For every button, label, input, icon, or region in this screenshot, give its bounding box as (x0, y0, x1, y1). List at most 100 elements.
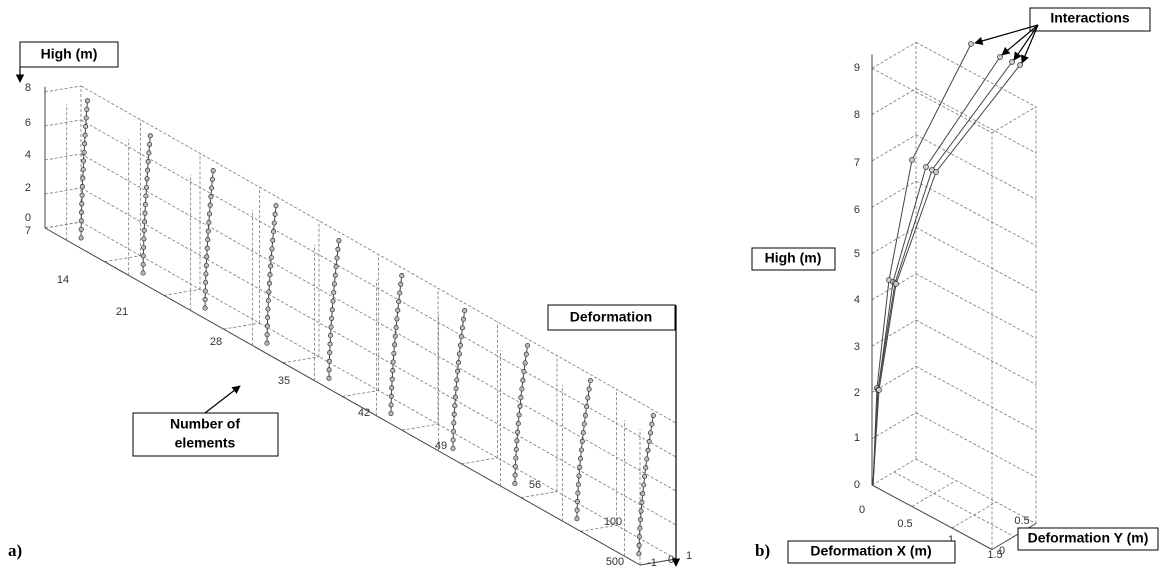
node-marker (142, 202, 148, 208)
axis-label: High (m) (41, 46, 98, 62)
z-tick-label: 9 (854, 62, 860, 74)
grid-line (991, 106, 1037, 134)
node-marker (202, 305, 208, 311)
y-tick-label: 0 (668, 554, 674, 566)
axis-line (44, 227, 641, 566)
node-marker (577, 456, 584, 462)
node-marker (575, 481, 581, 488)
node-marker (396, 299, 402, 305)
node-marker (582, 412, 588, 418)
y-tick-label: -1 (647, 557, 657, 569)
node-marker (203, 271, 209, 277)
node-marker (271, 220, 277, 226)
node-marker (202, 297, 208, 303)
z-tick-label: 8 (25, 82, 31, 94)
grid-line (893, 471, 1015, 537)
axis-label: elements (175, 435, 236, 451)
node-marker (1017, 62, 1023, 68)
grid-line (871, 412, 917, 440)
node-marker (636, 542, 642, 548)
node-marker (205, 237, 211, 243)
node-marker (454, 377, 460, 383)
node-marker (639, 499, 645, 505)
x-tick-label: 49 (435, 440, 447, 452)
node-marker (391, 350, 397, 356)
node-marker (516, 412, 522, 418)
x-tick-label: 21 (116, 306, 128, 318)
x-tick-label: 56 (529, 479, 541, 491)
x-tick-label: 35 (278, 375, 290, 387)
node-marker (394, 316, 400, 322)
node-marker (587, 377, 593, 384)
node-marker (268, 254, 274, 261)
node-marker (460, 316, 467, 322)
node-marker (519, 386, 525, 392)
node-marker (640, 491, 646, 497)
node-marker (575, 490, 581, 496)
node-marker (331, 289, 337, 296)
node-marker (637, 525, 643, 531)
node-marker (647, 430, 654, 436)
node-marker (140, 270, 146, 276)
grid-line (44, 85, 82, 93)
label-box (547, 304, 676, 331)
node-marker (457, 342, 463, 348)
node-marker (273, 203, 279, 209)
grid-line (915, 41, 1037, 108)
z-tick-label: 6 (854, 204, 860, 216)
x-tick-label: 1.5 (987, 549, 1002, 561)
node-marker (207, 202, 213, 208)
interaction-curve (872, 61, 1013, 486)
node-marker (336, 238, 342, 244)
node-marker (81, 149, 87, 155)
arrow (1001, 24, 1039, 56)
node-marker (650, 412, 656, 418)
node-marker (1009, 59, 1015, 65)
node-marker (637, 517, 644, 523)
node-marker (578, 447, 584, 453)
node-marker (390, 359, 396, 365)
x-tick-label: 100 (604, 516, 622, 528)
node-marker (79, 184, 85, 190)
node-marker (210, 168, 216, 174)
node-marker (78, 235, 84, 241)
node-marker (270, 229, 277, 235)
node-marker (397, 290, 403, 296)
node-marker (203, 262, 209, 268)
node-marker (393, 325, 399, 331)
grid-line (520, 491, 558, 498)
node-marker (876, 387, 882, 393)
z-tick-label: 3 (854, 341, 860, 353)
node-marker (512, 481, 518, 487)
axis-line (639, 558, 677, 566)
node-marker (326, 367, 332, 373)
node-marker (513, 446, 519, 452)
node-marker (206, 211, 213, 217)
node-marker (327, 341, 333, 347)
node-marker (143, 193, 149, 199)
grid-line (915, 180, 1037, 247)
node-marker (264, 323, 270, 329)
node-marker (644, 456, 650, 462)
node-marker (579, 438, 585, 444)
axis-label: Deformation Y (m) (1028, 530, 1149, 546)
grid-line (104, 255, 141, 263)
node-marker (141, 236, 147, 242)
z-tick-label: 1 (854, 432, 860, 444)
node-marker (388, 410, 394, 416)
node-marker (141, 227, 147, 233)
node-marker (208, 194, 214, 200)
node-marker (392, 333, 398, 339)
y-tick-label: 0.5 (1014, 515, 1029, 527)
node-marker (79, 192, 85, 198)
grid-line (80, 187, 677, 526)
node-marker (643, 465, 649, 471)
node-marker (586, 386, 592, 392)
node-marker (327, 332, 334, 339)
label-box (132, 412, 279, 457)
node-marker (451, 420, 457, 426)
node-marker (649, 421, 655, 427)
node-marker (145, 167, 151, 173)
z-tick-label: 2 (25, 182, 31, 194)
